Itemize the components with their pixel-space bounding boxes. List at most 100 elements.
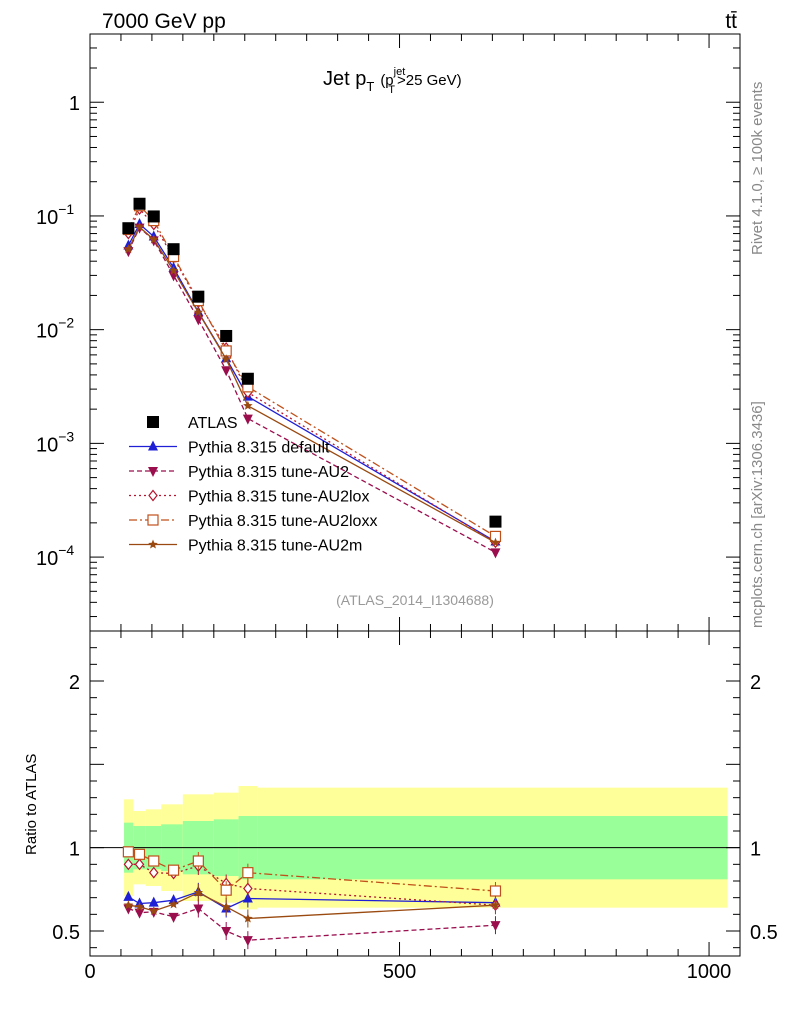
y-tick-base: 10: [36, 434, 58, 456]
y-tick-label-ratio-right: 2: [750, 672, 761, 694]
ratio-point-au2loxx: [489, 885, 502, 897]
ratio-point-au2loxx: [192, 855, 204, 867]
ratio-point-au2lox: [148, 866, 159, 879]
title-paren: (p: [380, 72, 393, 89]
title-sub: T: [366, 79, 374, 94]
mcplots-label: mcplots.cern.ch [arXiv:1306.3436]: [749, 401, 766, 628]
process-label: tt̄: [725, 10, 737, 33]
legend-label-au2: Pythia 8.315 tune-AU2: [188, 464, 349, 481]
ratio-point-au2loxx: [122, 846, 134, 858]
ratio-line-au2m: [128, 891, 496, 920]
x-tick-label: 1000: [687, 961, 732, 983]
x-tick-label: 0: [84, 961, 95, 983]
title-main: Jet p: [323, 68, 366, 90]
legend-label-au2loxx: Pythia 8.315 tune-AU2loxx: [188, 513, 377, 530]
x-tick-label: 500: [383, 961, 416, 983]
legend-marker-au2: [148, 467, 158, 477]
point-au2m: [168, 265, 179, 275]
point-au2: [490, 548, 501, 559]
y-tick-base: 10: [36, 321, 58, 343]
rivet-label: Rivet 4.1.0, ≥ 100k events: [749, 82, 766, 255]
legend-label-atlas: ATLAS: [188, 415, 238, 432]
legend-marker-au2lox: [148, 489, 158, 502]
ratio-point-au2m: [221, 901, 231, 911]
point-atlas-data: [122, 222, 135, 235]
ratio-line-au2lox: [128, 863, 496, 906]
point-atlas-data: [147, 210, 160, 223]
plot-frames: [89, 33, 741, 957]
ratio-point-au2lox: [134, 858, 145, 871]
point-au2m: [221, 354, 231, 364]
y-tick-label-ratio: 2: [69, 672, 80, 694]
ratio-point-au2loxx: [167, 864, 180, 876]
ratio-point-au2: [168, 912, 179, 923]
point-au2m: [243, 400, 253, 410]
y-tick-exp: −1: [58, 201, 74, 217]
axis-ticks: [89, 34, 741, 956]
main-series: [122, 197, 502, 559]
y-tick-base: 10: [36, 548, 58, 570]
y-tick-label-ratio: 1: [69, 839, 80, 861]
ratio-point-default: [123, 890, 134, 901]
point-atlas-data: [167, 243, 180, 256]
legend: ATLAS Pythia 8.315 default Pythia 8.315 tu…: [129, 415, 377, 555]
legend-marker-atlas: [147, 416, 159, 428]
point-au2m: [193, 307, 204, 317]
point-au2m: [149, 234, 159, 244]
y-tick-label-main: 10−2: [36, 315, 74, 343]
plot-title: Jet pT (pjet T>25 GeV): [323, 66, 462, 96]
y-tick-label-main: 1: [69, 93, 80, 115]
point-atlas-data: [133, 197, 146, 210]
title-cut-sup: jet: [393, 66, 406, 78]
legend-label-default: Pythia 8.315 default: [188, 440, 330, 457]
ratio-point-au2: [123, 904, 134, 915]
point-atlas-data: [192, 290, 205, 303]
legend-label-au2lox: Pythia 8.315 tune-AU2lox: [188, 489, 369, 506]
ratio-point-au2lox: [243, 882, 253, 895]
ratio-line-au2: [128, 907, 496, 941]
ratio-point-au2loxx: [220, 884, 232, 896]
ratio-point-au2m: [193, 887, 204, 897]
point-au2: [221, 366, 232, 377]
point-au2: [242, 414, 253, 425]
ratio-uncertainty-bands: [90, 786, 740, 910]
ratio-ylabel: Ratio to ATLAS: [23, 754, 40, 855]
point-au2: [123, 247, 134, 258]
legend-marker-au2loxx: [147, 514, 159, 526]
y-tick-label-main: 10−4: [36, 542, 74, 570]
ratio-point-au2loxx: [133, 848, 146, 860]
y-tick-exp: −2: [58, 315, 74, 331]
y-tick-label-ratio-right: 0.5: [750, 922, 778, 944]
analysis-id: (ATLAS_2014_I1304688): [336, 592, 494, 608]
ratio-point-au2: [242, 936, 253, 947]
point-au2: [193, 315, 204, 326]
ratio-point-au2lox: [123, 858, 134, 871]
point-au2m: [134, 222, 145, 231]
ratio-point-au2: [490, 921, 501, 932]
y-tick-label-main: 10−3: [36, 428, 74, 456]
ratio-point-au2loxx: [242, 867, 254, 879]
ratio-panel-frame: [89, 630, 741, 957]
y-tick-label-ratio: 0.5: [52, 922, 80, 944]
ratio-series: [122, 846, 502, 950]
y-tick-exp: −4: [58, 542, 74, 558]
ratio-point-au2m: [134, 901, 145, 911]
ratio-point-default: [168, 894, 179, 905]
point-au2m: [490, 537, 501, 547]
ratio-point-au2loxx: [148, 855, 160, 867]
collision-label: 7000 GeV pp: [102, 10, 226, 33]
legend-label-au2m: Pythia 8.315 tune-AU2m: [188, 538, 362, 555]
point-atlas-data: [241, 372, 254, 385]
point-atlas-data: [220, 329, 233, 342]
ratio-point-au2m: [168, 899, 179, 909]
series-line-au2loxx: [127, 204, 496, 537]
ratio-point-default: [148, 896, 159, 907]
point-au2m: [123, 244, 134, 254]
y-tick-base: 10: [36, 207, 58, 229]
legend-marker-au2m: [148, 539, 158, 549]
ratio-point-au2m: [243, 913, 253, 923]
legend-marker-default: [148, 440, 158, 451]
title-cut-sub: T: [388, 84, 395, 96]
